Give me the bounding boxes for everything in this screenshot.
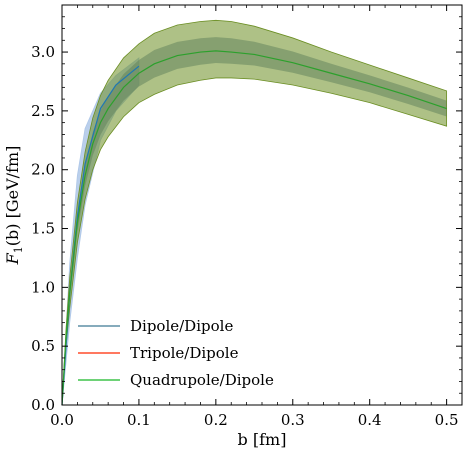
legend-label: Dipole/Dipole: [130, 317, 233, 335]
y-tick-label: 3.0: [31, 43, 55, 61]
x-tick-label: 0.1: [127, 411, 151, 429]
y-tick-label: 2.0: [31, 161, 55, 179]
y-tick-label: 1.5: [31, 220, 55, 238]
x-axis-label: b [fm]: [238, 430, 287, 449]
axis-ticks: [61, 4, 463, 406]
y-tick-label: 2.5: [31, 102, 55, 120]
y-tick-label: 0.0: [31, 396, 55, 414]
legend: Dipole/Dipole Tripole/Dipole Quadrupole/Di…: [78, 317, 274, 389]
legend-label: Quadrupole/Dipole: [130, 371, 274, 389]
legend-label: Tripole/Dipole: [130, 344, 239, 362]
line-quadrupole-dipole: [61, 50, 447, 406]
y-axis-label: F1(b) [GeV/fm]: [3, 146, 25, 266]
x-tick-label: 0.3: [281, 411, 305, 429]
uncertainty-bands: [61, 19, 448, 406]
x-tick-label: 0.0: [50, 411, 74, 429]
y-tick-label: 0.5: [31, 337, 55, 355]
x-tick-label: 0.5: [435, 411, 459, 429]
band-quadrupole-dipole: [61, 19, 448, 406]
x-tick-label: 0.4: [358, 411, 382, 429]
y-tick-label: 1.0: [31, 278, 55, 296]
axis-tick-labels: 0.0 0.1 0.2 0.3 0.4 0.5 0.0 0.5 1.0 1.5 2.0 2.5 3.0: [31, 43, 458, 429]
x-tick-label: 0.2: [204, 411, 228, 429]
series-lines: [61, 50, 447, 406]
